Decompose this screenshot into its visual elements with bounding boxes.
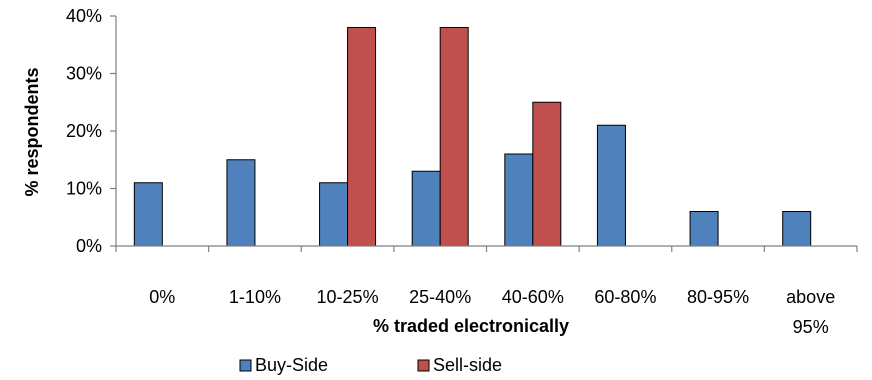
y-tick-label: 30%: [66, 64, 102, 84]
bar-buy-side: [689, 211, 719, 247]
x-tick-label: 80-95%: [687, 287, 749, 307]
x-tick-label: 0%: [149, 287, 175, 307]
bar-buy-side: [319, 182, 349, 247]
bar-sell-side: [347, 27, 377, 247]
bar-buy-side: [411, 170, 441, 247]
x-tick-label: above 95%: [786, 287, 835, 337]
bar-sell-side: [532, 101, 562, 247]
y-axis-title: % respondents: [22, 67, 42, 196]
legend-swatch: [239, 359, 252, 372]
x-tick-label: 25-40%: [409, 287, 471, 307]
y-axis-ticks: 0% 10% 20% 30% 40%: [66, 6, 858, 256]
y-tick-label: 0%: [76, 236, 102, 256]
bar-buy-side: [226, 159, 256, 247]
bars: [133, 27, 812, 247]
x-tick-label: 10-25%: [317, 287, 379, 307]
bar-buy-side: [782, 211, 812, 247]
bar-buy-side: [596, 124, 626, 247]
y-tick-label: 40%: [66, 6, 102, 26]
legend-swatch: [417, 359, 430, 372]
legend: Buy-Side Sell-side: [239, 355, 502, 375]
y-tick-label: 20%: [66, 121, 102, 141]
bar-buy-side: [133, 182, 163, 247]
x-tick-label: 40-60%: [502, 287, 564, 307]
x-tick-label: 1-10%: [229, 287, 281, 307]
x-tick-label: 60-80%: [594, 287, 656, 307]
x-axis-labels: 0% 1-10% 10-25% 25-40% 40-60% 60-80% 80-95% abo…: [149, 287, 835, 337]
bar-buy-side: [504, 153, 534, 247]
x-axis-title: % traded electronically: [373, 316, 569, 336]
legend-label: Sell-side: [433, 355, 502, 375]
bar-sell-side: [439, 27, 469, 247]
y-tick-label: 10%: [66, 179, 102, 199]
legend-label: Buy-Side: [255, 355, 328, 375]
